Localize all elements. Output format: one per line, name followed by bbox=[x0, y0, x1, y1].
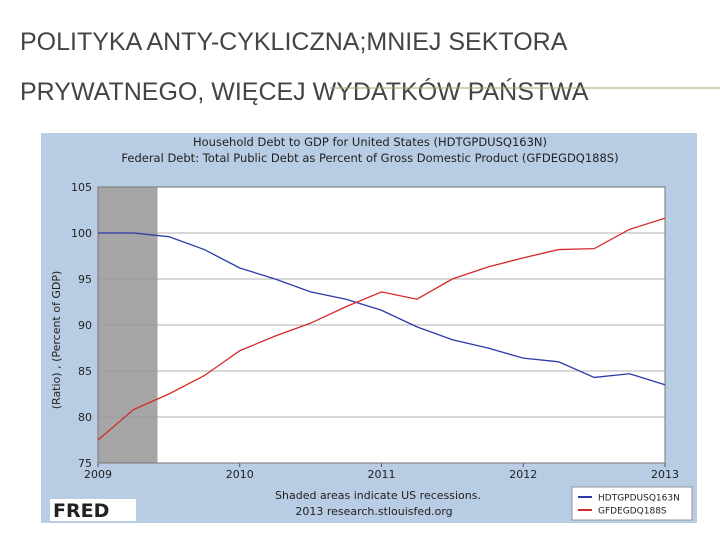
y-axis-label: (Ratio) , (Percent of GDP) bbox=[50, 271, 63, 410]
x-tick-label: 2009 bbox=[84, 468, 112, 481]
x-tick-label: 2010 bbox=[226, 468, 254, 481]
x-tick-label: 2013 bbox=[651, 468, 679, 481]
note: Shaded areas indicate US recessions. bbox=[275, 489, 481, 502]
source: 2013 research.stlouisfed.org bbox=[295, 505, 452, 518]
legend-label: GFDEGDQ188S bbox=[598, 507, 667, 517]
y-tick-label: 80 bbox=[78, 411, 92, 424]
y-tick-label: 95 bbox=[78, 273, 92, 286]
plot-border bbox=[97, 186, 666, 464]
x-tick-label: 2012 bbox=[509, 468, 537, 481]
series-line bbox=[98, 232, 666, 386]
logo: FRED bbox=[53, 500, 109, 522]
y-tick-label: 100 bbox=[71, 227, 92, 240]
legend-label: HDTGPDUSQ163N bbox=[598, 494, 680, 504]
logo-box bbox=[50, 499, 136, 521]
y-tick-label: 90 bbox=[78, 319, 92, 332]
y-tick-label: 85 bbox=[78, 365, 92, 378]
series-line bbox=[97, 217, 666, 441]
slide-title-line: POLITYKA ANTY-CYKLICZNA;MNIEJ SEKTORA bbox=[20, 28, 568, 56]
x-tick-label: 2011 bbox=[368, 468, 396, 481]
chart-subtitle: Federal Debt: Total Public Debt as Perce… bbox=[121, 151, 618, 165]
legend bbox=[571, 486, 693, 521]
chart-title: Household Debt to GDP for United States … bbox=[193, 135, 547, 149]
y-tick-label: 105 bbox=[71, 181, 92, 194]
y-tick-label: 75 bbox=[78, 457, 92, 470]
slide-title-line: PRYWATNEGO, WIĘCEJ WYDATKÓW PAŃSTWA bbox=[20, 77, 589, 106]
